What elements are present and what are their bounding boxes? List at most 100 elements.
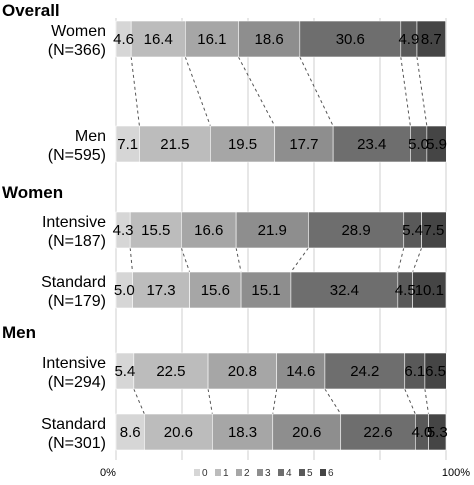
bar-segment	[132, 271, 190, 309]
bar-value-label: 20.6	[164, 424, 193, 441]
bar-value-label: 30.6	[336, 31, 365, 48]
bar-value-label: 15.6	[201, 282, 230, 299]
bar-segment	[428, 413, 447, 451]
bar-value-label: 4.3	[113, 222, 134, 239]
bar-segment	[416, 20, 446, 58]
legend-label: 2	[244, 468, 250, 479]
x-tick-label: 100%	[442, 467, 470, 479]
bar-segment	[212, 413, 274, 451]
bar-segment	[274, 125, 334, 163]
bar-segment	[412, 271, 447, 309]
bar-value-label: 6.5	[425, 363, 446, 380]
bar-value-label: 5.3	[427, 424, 448, 441]
bar-segment	[133, 352, 209, 390]
bar-value-label: 28.9	[341, 222, 370, 239]
row-label-group: Men	[75, 128, 106, 145]
connector-line	[424, 388, 430, 415]
connector-line	[129, 247, 133, 273]
legend-label: 0	[202, 468, 208, 479]
bar-segment	[130, 20, 186, 58]
row-label-n: (N=301)	[48, 435, 106, 452]
connector-line	[180, 247, 191, 273]
bar-segment	[210, 125, 276, 163]
bar-value-label: 21.5	[160, 136, 189, 153]
legend: 0 1 2 3 4 5 6	[194, 468, 334, 479]
bar-segment	[235, 211, 309, 249]
bar-value-label: 5.9	[426, 136, 447, 153]
legend-label: 1	[223, 468, 229, 479]
bar-value-label: 5.0	[114, 282, 135, 299]
section-title: Overall	[2, 1, 60, 20]
legend-swatch	[215, 469, 221, 476]
legend-label: 5	[307, 468, 313, 479]
bar-value-label: 32.4	[330, 282, 359, 299]
bar-value-label: 20.8	[228, 363, 257, 380]
bar-segment	[207, 352, 278, 390]
bar-segment	[139, 125, 211, 163]
legend-swatch	[320, 469, 326, 476]
bar-value-label: 5.4	[114, 363, 135, 380]
connector-line	[290, 247, 309, 273]
bar-segment	[426, 125, 447, 163]
bar-value-label: 6.1	[404, 363, 425, 380]
bar-value-label: 4.0	[411, 424, 432, 441]
row-label-n: (N=187)	[48, 233, 106, 250]
connector-line	[324, 388, 342, 415]
bar-value-label: 10.1	[415, 282, 444, 299]
bar-value-label: 18.6	[255, 31, 284, 48]
connector-line	[272, 388, 278, 415]
bar-value-label: 5.4	[402, 222, 423, 239]
bar-value-label: 14.6	[286, 363, 315, 380]
bar-value-label: 21.9	[258, 222, 287, 239]
connector-line	[299, 56, 334, 127]
bar-segment	[189, 271, 242, 309]
row-label-n: (N=366)	[48, 42, 106, 59]
connector-line	[397, 247, 405, 273]
legend-label: 3	[265, 468, 271, 479]
legend-label: 6	[328, 468, 334, 479]
connector-line	[400, 56, 411, 127]
bar-segment	[340, 413, 416, 451]
row-label-group: Intensive	[42, 214, 106, 231]
bar-value-label: 16.1	[197, 31, 226, 48]
bar-value-label: 15.1	[251, 282, 280, 299]
bar-value-label: 17.7	[289, 136, 318, 153]
bar-value-label: 7.1	[117, 136, 138, 153]
row-label-group: Standard	[41, 274, 106, 291]
bar-value-label: 20.6	[292, 424, 321, 441]
bar-segment	[144, 413, 213, 451]
x-axis: 0% 100%	[100, 467, 470, 479]
bar-segment	[185, 20, 239, 58]
bar-value-label: 17.3	[146, 282, 175, 299]
bar-value-label: 15.5	[141, 222, 170, 239]
connector-line	[133, 388, 145, 415]
bar-value-label: 4.5	[395, 282, 416, 299]
row-label-n: (N=179)	[48, 293, 106, 310]
connector-line	[207, 388, 213, 415]
connector-lines	[129, 56, 430, 415]
connector-line	[130, 56, 140, 127]
row-label-n: (N=595)	[48, 147, 106, 164]
section-title: Women	[2, 183, 63, 202]
legend-swatch	[299, 469, 305, 476]
legend-swatch	[236, 469, 242, 476]
bar-value-label: 8.7	[421, 31, 442, 48]
connector-line	[237, 56, 276, 127]
legend-swatch	[257, 469, 263, 476]
bar-value-label: 19.5	[228, 136, 257, 153]
connector-line	[416, 56, 428, 127]
bar-segment	[181, 211, 237, 249]
bar-value-label: 18.3	[228, 424, 257, 441]
bar-value-label: 8.6	[120, 424, 141, 441]
bar-value-label: 22.6	[363, 424, 392, 441]
legend-swatch	[278, 469, 284, 476]
bar-segment	[115, 413, 145, 451]
legend-label: 4	[286, 468, 292, 479]
connector-line	[404, 388, 416, 415]
row-label-n: (N=294)	[48, 374, 106, 391]
bar-value-label: 16.4	[144, 31, 173, 48]
bar-value-label: 24.2	[350, 363, 379, 380]
section-title: Men	[2, 323, 36, 342]
row-label-group: Women	[51, 23, 106, 40]
